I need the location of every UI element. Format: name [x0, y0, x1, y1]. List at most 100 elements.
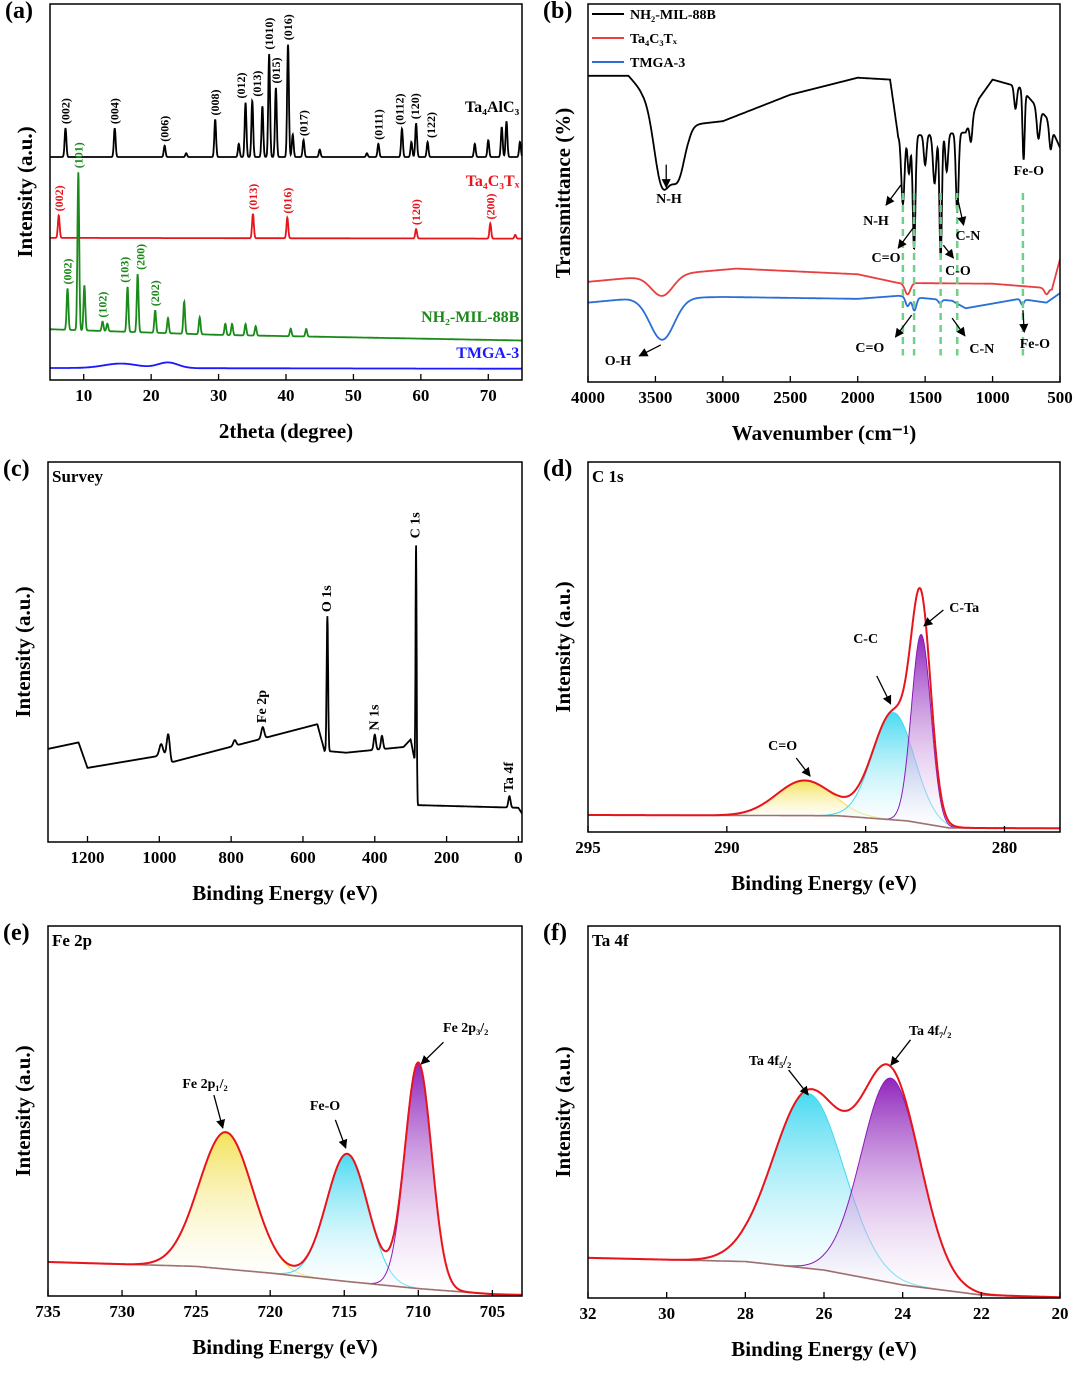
x-tick-label: 705 — [480, 1302, 506, 1321]
series-line-2 — [588, 292, 1060, 341]
annotation-arrow — [897, 227, 914, 249]
peak-label: (120) — [409, 199, 423, 225]
peak-label: (013) — [246, 184, 260, 210]
x-axis-label: Binding Energy (eV) — [192, 1335, 378, 1359]
component-fill — [119, 1132, 333, 1280]
component-fill — [882, 634, 960, 828]
x-tick-label: 24 — [894, 1304, 912, 1323]
annotation-label: N-H — [863, 214, 889, 229]
peak-label: (200) — [134, 244, 148, 270]
series-line-3 — [50, 361, 522, 370]
annotation-arrow — [885, 184, 902, 206]
x-tick-label: 50 — [345, 386, 362, 405]
panel-letter: (a) — [5, 0, 33, 24]
annotation-label: C-C — [853, 632, 878, 647]
peak-label: (002) — [61, 258, 75, 284]
peak-label: (017) — [297, 110, 311, 136]
peak-label: (015) — [269, 57, 283, 83]
peak-label: C 1s — [409, 512, 424, 539]
series-label: NH₂-MIL-88B — [421, 309, 519, 326]
peak-label: (002) — [59, 98, 73, 124]
plot-area — [588, 74, 1060, 356]
annotation-label: C=O — [855, 341, 884, 356]
y-axis-label: Intensity (a.u.) — [551, 1046, 575, 1177]
peak-label: (006) — [158, 116, 172, 142]
x-tick-label: 3000 — [706, 388, 740, 407]
peak-label: (102) — [96, 292, 110, 318]
peak-label: (200) — [483, 194, 497, 220]
peak-label: Ta 4f — [502, 762, 517, 793]
background-line — [588, 814, 1060, 830]
annotation-arrow — [956, 197, 967, 227]
x-tick-label: 0 — [514, 848, 523, 867]
annotation-arrow — [890, 1039, 912, 1066]
annotation-label: Ta 4f₅/₂ — [749, 1054, 792, 1069]
x-tick-label: 32 — [580, 1304, 597, 1323]
x-tick-label: 10 — [75, 386, 92, 405]
annotation-arrow — [420, 1041, 444, 1065]
component-fill — [264, 1153, 431, 1290]
annotation-label: C-O — [945, 264, 971, 279]
x-axis-label: Wavenumber (cm⁻¹) — [732, 421, 916, 445]
annotation-label: Fe-O — [1014, 164, 1044, 179]
x-tick-label: 1000 — [142, 848, 176, 867]
annotation-label: Ta 4f₇/₂ — [909, 1024, 952, 1039]
peak-label: (004) — [108, 98, 122, 124]
y-axis-label: Intensity (a.u.) — [11, 586, 35, 717]
series-line-1 — [588, 258, 1060, 297]
y-axis-label: Intensity (a.u.) — [11, 1045, 35, 1176]
x-tick-label: 730 — [109, 1302, 135, 1321]
panel-title: C 1s — [592, 467, 624, 486]
annotation-label: C=O — [872, 251, 901, 266]
legend-item: Ta₄C₃Tₓ — [592, 32, 678, 47]
x-tick-label: 20 — [143, 386, 160, 405]
plot-frame — [47, 461, 523, 843]
series-label: Ta₄AlC₃ — [465, 99, 520, 116]
x-tick-label: 60 — [412, 386, 429, 405]
panel-letter: (e) — [3, 920, 30, 946]
x-axis-label: Binding Energy (eV) — [731, 871, 917, 895]
component-line — [882, 633, 960, 829]
plot-area — [48, 1061, 522, 1296]
x-axis-label: Binding Energy (eV) — [731, 1337, 917, 1361]
envelope-line — [588, 587, 1060, 830]
x-tick-label: 70 — [480, 386, 497, 405]
panel-c: Fe 2p O 1s N 1s C 1s Ta 4f 1200 1000 800 600 400 2… — [3, 456, 523, 905]
x-axis-label: 2theta (degree) — [219, 419, 353, 443]
x-tick-label: 1000 — [976, 388, 1010, 407]
x-tick-label: 720 — [257, 1302, 283, 1321]
panel-title: Fe 2p — [52, 931, 92, 950]
peak-label: (002) — [52, 185, 66, 211]
component-fill — [693, 780, 916, 823]
peak-label: (013) — [250, 71, 264, 97]
peak-label: (101) — [71, 142, 85, 168]
series-line-0 — [48, 545, 522, 815]
x-tick-label: 800 — [218, 848, 244, 867]
peak-label: (012) — [234, 73, 248, 99]
annotation-label: Fe-O — [1020, 337, 1050, 352]
x-tick-label: 28 — [737, 1304, 754, 1323]
component-fill — [773, 1078, 1009, 1296]
y-axis-label: Intensity (a.u.) — [13, 126, 37, 257]
y-axis-label: Transmittance (%) — [551, 108, 575, 279]
legend-label: Ta₄C₃Tₓ — [630, 32, 678, 47]
series-label: TMGA-3 — [456, 345, 519, 362]
annotation-arrow — [638, 344, 662, 357]
panel-letter: (d) — [543, 456, 572, 482]
y-axis-label: Intensity (a.u.) — [551, 581, 575, 712]
x-axis-label: Binding Energy (eV) — [192, 881, 378, 905]
x-tick-label: 22 — [973, 1304, 990, 1323]
panel-letter: (c) — [3, 456, 30, 482]
x-tick-label: 735 — [35, 1302, 61, 1321]
component-fill — [810, 712, 977, 828]
x-tick-label: 400 — [362, 848, 388, 867]
x-tick-label: 2500 — [773, 388, 807, 407]
component-fill — [666, 1093, 950, 1291]
panel-letter: (b) — [543, 0, 572, 24]
annotation-label: C-Ta — [949, 601, 979, 616]
x-tick-label: 3500 — [638, 388, 672, 407]
x-tick-label: 26 — [816, 1304, 833, 1323]
x-tick-label: 30 — [658, 1304, 675, 1323]
panel-title: Ta 4f — [592, 931, 629, 950]
